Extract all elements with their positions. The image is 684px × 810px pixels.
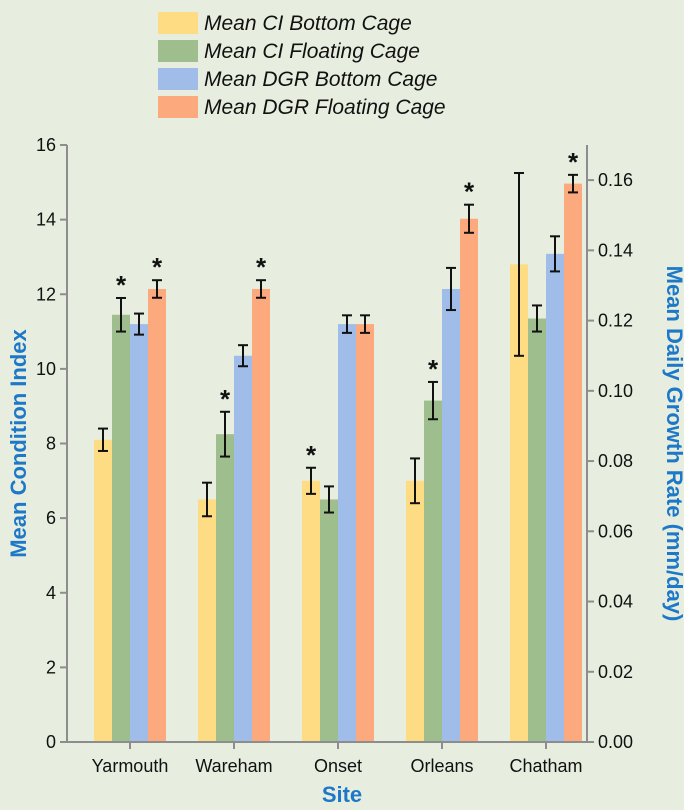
bar-yarmouth-series-1 [94, 439, 112, 742]
left-tick-label-16: 16 [36, 135, 56, 155]
bar-chatham-series-2 [528, 318, 546, 742]
legend-swatch-4 [158, 96, 198, 118]
bar-onset-series-4 [356, 324, 374, 742]
significance-marker-3: * [220, 384, 231, 414]
bar-orleans-series-1 [406, 480, 424, 742]
legend-label-3: Mean DGR Bottom Cage [204, 68, 437, 91]
bar-chatham-series-3 [546, 253, 564, 743]
significance-marker-2: * [152, 252, 163, 282]
significance-marker-4: * [256, 252, 267, 282]
left-tick-label-4: 4 [46, 583, 56, 603]
significance-marker-7: * [464, 177, 475, 207]
x-tick-label-wareham: Wareham [195, 756, 272, 776]
right-tick-label-0.02: 0.02 [598, 662, 633, 682]
y-axis-title-left: Mean Condition Index [6, 328, 31, 557]
x-tick-label-chatham: Chatham [509, 756, 582, 776]
bar-onset-series-2 [320, 499, 338, 742]
right-tick-label-0.00: 0.00 [598, 732, 633, 752]
significance-marker-6: * [428, 354, 439, 384]
right-tick-label-0.04: 0.04 [598, 592, 633, 612]
right-tick-label-0.14: 0.14 [598, 240, 633, 260]
bar-yarmouth-series-3 [130, 324, 148, 742]
legend-label-2: Mean CI Floating Cage [204, 40, 420, 63]
bar-wareham-series-3 [234, 355, 252, 742]
significance-marker-1: * [116, 270, 127, 300]
legend-swatch-3 [158, 68, 198, 90]
x-axis-title: Site [322, 782, 362, 807]
x-tick-label-onset: Onset [314, 756, 362, 776]
bar-orleans-series-2 [424, 400, 442, 742]
left-tick-label-12: 12 [36, 284, 56, 304]
legend-swatch-1 [158, 12, 198, 34]
bar-onset-series-3 [338, 324, 356, 742]
left-tick-label-14: 14 [36, 210, 56, 230]
bar-yarmouth-series-2 [112, 314, 130, 742]
right-tick-label-0.16: 0.16 [598, 170, 633, 190]
x-tick-label-yarmouth: Yarmouth [92, 756, 169, 776]
bar-orleans-series-3 [442, 288, 460, 742]
right-tick-label-0.06: 0.06 [598, 521, 633, 541]
left-tick-label-10: 10 [36, 359, 56, 379]
left-tick-label-6: 6 [46, 508, 56, 528]
bar-orleans-series-4 [460, 218, 478, 742]
bar-wareham-series-4 [252, 288, 270, 742]
legend-label-1: Mean CI Bottom Cage [204, 12, 412, 35]
left-tick-label-0: 0 [46, 732, 56, 752]
right-tick-label-0.08: 0.08 [598, 451, 633, 471]
bar-wareham-series-2 [216, 434, 234, 742]
significance-marker-5: * [306, 440, 317, 470]
legend-swatch-2 [158, 40, 198, 62]
bar-wareham-series-1 [198, 499, 216, 742]
right-tick-label-0.12: 0.12 [598, 311, 633, 331]
right-tick-label-0.10: 0.10 [598, 381, 633, 401]
significance-marker-8: * [568, 147, 579, 177]
bar-chatham-series-1 [510, 264, 528, 742]
left-tick-label-2: 2 [46, 657, 56, 677]
left-tick-label-8: 8 [46, 434, 56, 454]
legend-label-4: Mean DGR Floating Cage [204, 96, 446, 119]
x-tick-label-orleans: Orleans [410, 756, 473, 776]
bar-onset-series-1 [302, 480, 320, 742]
y-axis-title-right: Mean Daily Growth Rate (mm/day) [662, 266, 684, 622]
bar-yarmouth-series-4 [148, 288, 166, 742]
bar-chatham-series-4 [564, 183, 582, 743]
